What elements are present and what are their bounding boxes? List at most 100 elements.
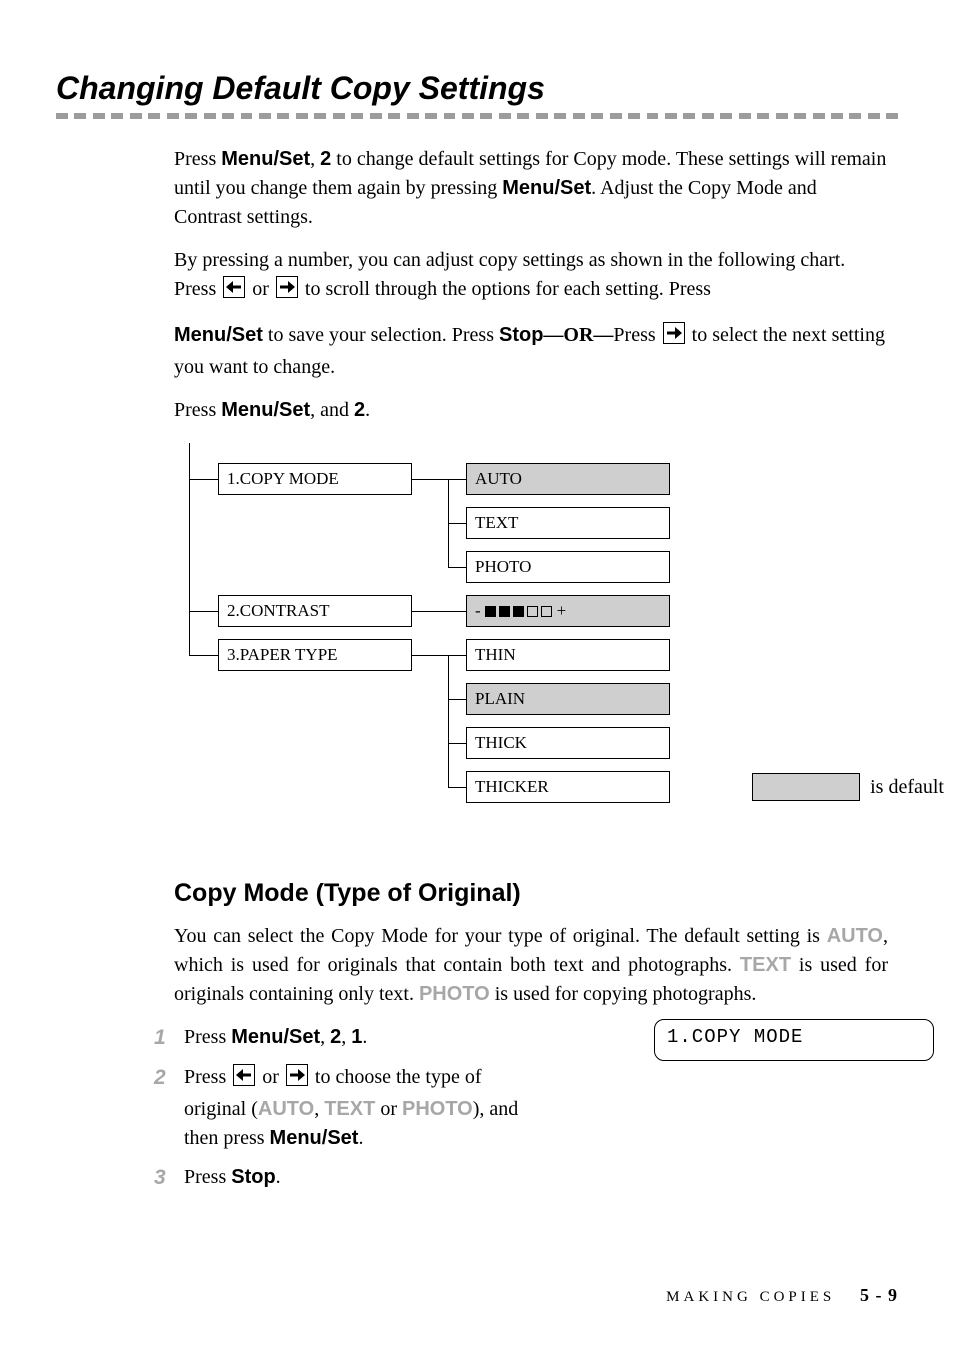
intro-paragraph-3: Menu/Set to save your selection. Press S… — [174, 321, 888, 382]
mode-text: TEXT — [324, 1098, 375, 1120]
text: . — [365, 399, 370, 421]
dash-segment — [444, 113, 456, 119]
menu-item-box: 1.COPY MODE — [218, 463, 412, 495]
dash-segment — [480, 113, 492, 119]
copy-mode-description: You can select the Copy Mode for your ty… — [174, 922, 888, 1009]
menu-option-box: THICK — [466, 727, 670, 759]
text: to scroll through the options for each s… — [305, 278, 711, 300]
text: Press — [613, 324, 660, 346]
menu-item-box: 3.PAPER TYPE — [218, 639, 412, 671]
text: . — [358, 1127, 363, 1149]
dash-segment — [886, 113, 898, 119]
tree-connector — [448, 743, 466, 744]
tree-connector — [448, 611, 466, 612]
dash-segment — [776, 113, 788, 119]
menu-option-box: PLAIN — [466, 683, 670, 715]
key-1: 1 — [351, 1026, 362, 1048]
dash-segment — [813, 113, 825, 119]
dash-segment — [425, 113, 437, 119]
menu-options: THINPLAINTHICKTHICKER — [448, 639, 670, 803]
dash-segment — [259, 113, 271, 119]
tree-connector — [412, 611, 448, 612]
dash-segment — [517, 113, 529, 119]
arrow-left-icon — [233, 1064, 255, 1095]
key-2: 2 — [354, 399, 365, 421]
dash-segment — [628, 113, 640, 119]
dash-segment — [351, 113, 363, 119]
key-menu-set: Menu/Set — [174, 324, 263, 346]
dash-segment — [554, 113, 566, 119]
key-stop: Stop — [231, 1166, 275, 1188]
dash-segment — [388, 113, 400, 119]
dash-segment — [241, 113, 253, 119]
menu-option-box: - + — [466, 595, 670, 627]
menu-item-box: 2.CONTRAST — [218, 595, 412, 627]
step-3: 3 Press Stop. — [154, 1163, 898, 1193]
menu-option-row: THICK — [466, 727, 670, 759]
text: . — [276, 1166, 281, 1188]
tree-connector — [189, 655, 218, 656]
key-menu-set: Menu/Set — [270, 1127, 359, 1149]
tree-connector — [448, 655, 449, 787]
contrast-minus: - — [475, 596, 481, 626]
legend-label: is default — [870, 776, 944, 799]
menu-options: AUTOTEXTPHOTO — [448, 463, 670, 583]
tree-connector — [448, 523, 466, 524]
key-stop: Stop — [499, 324, 543, 346]
dash-segment — [849, 113, 861, 119]
text: , — [310, 148, 320, 170]
tree-connector — [412, 655, 448, 656]
text: —OR— — [543, 324, 613, 346]
key-2: 2 — [330, 1026, 341, 1048]
dash-segment — [610, 113, 622, 119]
dash-segment — [148, 113, 160, 119]
tree-connector — [448, 479, 466, 480]
dash-segment — [167, 113, 179, 119]
step-number: 1 — [154, 1023, 184, 1053]
contrast-square-empty — [541, 606, 552, 617]
tree-connector — [412, 479, 448, 480]
step-body: Press Stop. — [184, 1163, 534, 1193]
contrast-square-empty — [527, 606, 538, 617]
dash-segment — [74, 113, 86, 119]
text: or — [252, 278, 274, 300]
text: , — [320, 1026, 330, 1048]
contrast-square-filled — [513, 606, 524, 617]
step-body: Press Menu/Set, 2, 1. — [184, 1023, 534, 1053]
page-footer: MAKING COPIES 5 - 9 — [666, 1285, 898, 1306]
dash-segment — [794, 113, 806, 119]
dash-segment — [665, 113, 677, 119]
text: Press — [174, 399, 221, 421]
text: Press — [174, 148, 221, 170]
contrast-square-filled — [485, 606, 496, 617]
dash-segment — [277, 113, 289, 119]
menu-option-row: AUTO — [466, 463, 670, 495]
dash-segment — [868, 113, 880, 119]
tree-connector — [189, 611, 218, 612]
dash-segment — [702, 113, 714, 119]
footer-section: MAKING COPIES — [666, 1289, 835, 1305]
dash-segment — [573, 113, 585, 119]
dash-segment — [757, 113, 769, 119]
tree-connector — [448, 699, 466, 700]
dash-segment — [204, 113, 216, 119]
dash-segment — [296, 113, 308, 119]
menu-option-row: THIN — [466, 639, 670, 671]
menu-group: 1.COPY MODE AUTOTEXTPHOTO — [218, 463, 898, 583]
dash-segment — [111, 113, 123, 119]
menu-option-box: THIN — [466, 639, 670, 671]
tree-connector — [448, 655, 466, 656]
key-menu-set: Menu/Set — [502, 177, 591, 199]
dash-segment — [314, 113, 326, 119]
mode-auto: AUTO — [258, 1098, 314, 1120]
menu-option-box: AUTO — [466, 463, 670, 495]
dash-segment — [499, 113, 511, 119]
step-1: 1 Press Menu/Set, 2, 1. 1.COPY MODE — [154, 1023, 898, 1053]
subheading-copy-mode: Copy Mode (Type of Original) — [174, 879, 898, 908]
text: Press — [184, 1166, 231, 1188]
key-2: 2 — [320, 148, 331, 170]
intro-paragraph-2: By pressing a number, you can adjust cop… — [174, 246, 888, 307]
step-body: Press or to choose the type of original … — [184, 1063, 534, 1153]
menu-options: - + — [448, 595, 670, 627]
text: . — [362, 1026, 367, 1048]
